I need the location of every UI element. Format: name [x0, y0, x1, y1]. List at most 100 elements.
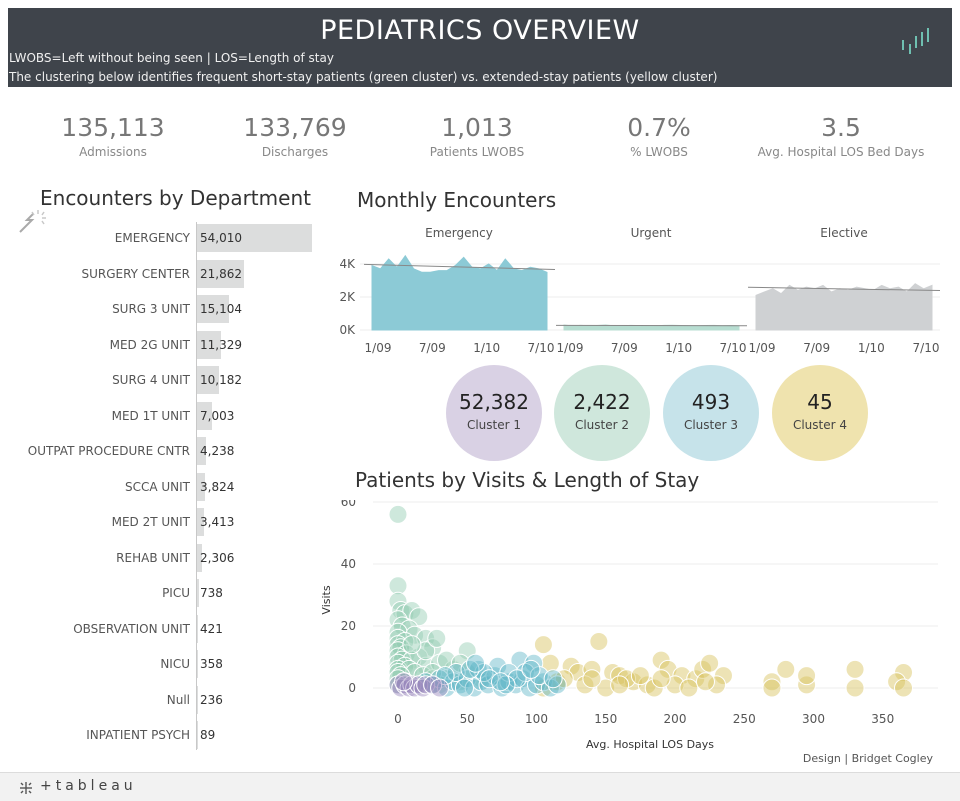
- department-value: 7,003: [200, 409, 234, 423]
- department-value: 11,329: [200, 338, 242, 352]
- scatter-y-tick: 40: [341, 557, 356, 571]
- scatter-point-cluster-4: [611, 676, 629, 694]
- scatter-point-cluster-4: [652, 670, 670, 688]
- cluster-label: Cluster 4: [772, 418, 868, 432]
- monthly-x-tick: 1/09: [749, 341, 776, 355]
- scatter-y-tick: 0: [348, 681, 356, 695]
- cluster-label: Cluster 1: [446, 418, 542, 432]
- tableau-footer: +tableau: [0, 772, 960, 801]
- kpi-card: 1,013 Patients LWOBS: [382, 113, 572, 159]
- department-label: SCCA UNIT: [0, 480, 190, 494]
- scatter-x-tick: 100: [525, 712, 548, 726]
- subtitle-definitions: LWOBS=Left without being seen | LOS=Leng…: [9, 51, 334, 65]
- cluster-circle: 493 Cluster 3: [663, 365, 759, 461]
- kpi-card: 0.7%% LWOBS: [564, 113, 754, 159]
- scatter-x-tick: 350: [871, 712, 894, 726]
- department-bar: [197, 721, 198, 749]
- monthly-area-elective: [756, 284, 932, 330]
- department-value: 738: [200, 586, 223, 600]
- kpi-label: Discharges: [200, 145, 390, 159]
- monthly-x-tick: 1/09: [557, 341, 584, 355]
- department-label: MED 2G UNIT: [0, 338, 190, 352]
- scatter-point-cluster-4: [798, 667, 816, 685]
- department-bar: [197, 579, 199, 607]
- department-value: 236: [200, 693, 223, 707]
- scatter-x-label: Avg. Hospital LOS Days: [586, 738, 714, 751]
- cluster-circle: 2,422 Cluster 2: [554, 365, 650, 461]
- department-label: SURG 4 UNIT: [0, 373, 190, 387]
- department-value: 3,413: [200, 515, 234, 529]
- monthly-y-tick: 4K: [339, 257, 356, 271]
- monthly-x-tick: 1/10: [473, 341, 500, 355]
- monthly-x-tick: 7/09: [419, 341, 446, 355]
- scatter-point-cluster-4: [846, 660, 864, 678]
- scatter-y-tick: 20: [341, 619, 356, 633]
- scatter-point-cluster-4: [534, 636, 552, 654]
- kpi-label: Patients LWOBS: [382, 145, 572, 159]
- page-title: PEDIATRICS OVERVIEW: [8, 15, 952, 46]
- scatter-x-tick: 0: [394, 712, 402, 726]
- monthly-x-tick: 7/09: [611, 341, 638, 355]
- monthly-panel-header: Emergency: [425, 226, 493, 240]
- cluster-count: 493: [663, 390, 759, 414]
- scatter-point-cluster-1: [431, 679, 449, 697]
- cluster-count: 52,382: [446, 390, 542, 414]
- scatter-point-cluster-3: [467, 654, 485, 672]
- department-value: 15,104: [200, 302, 242, 316]
- cluster-circle: 45 Cluster 4: [772, 365, 868, 461]
- cluster-count: 2,422: [554, 390, 650, 414]
- scatter-point-cluster-2: [403, 636, 421, 654]
- department-value: 421: [200, 622, 223, 636]
- monthly-x-tick: 1/09: [365, 341, 392, 355]
- cluster-label: Cluster 3: [663, 418, 759, 432]
- department-label: MED 2T UNIT: [0, 515, 190, 529]
- department-bar: [197, 615, 198, 643]
- scatter-point-cluster-4: [696, 673, 714, 691]
- scatter-point-cluster-3: [455, 679, 473, 697]
- cluster-count: 45: [772, 390, 868, 414]
- department-value: 2,306: [200, 551, 234, 565]
- scatter-point-cluster-4: [583, 670, 601, 688]
- scatter-x-tick: 50: [460, 712, 475, 726]
- department-label: EMERGENCY: [0, 231, 190, 245]
- department-label: PICU: [0, 586, 190, 600]
- scatter-point-cluster-2: [428, 629, 446, 647]
- department-label: MED 1T UNIT: [0, 409, 190, 423]
- loading-cursor-icon: [18, 206, 50, 234]
- scatter-point-cluster-3: [491, 673, 509, 691]
- monthly-x-tick: 1/10: [858, 341, 885, 355]
- department-bar: [197, 686, 198, 714]
- department-label: Null: [0, 693, 190, 707]
- department-bar: [197, 650, 198, 678]
- cluster-circle: 52,382 Cluster 1: [446, 365, 542, 461]
- department-label: INPATIENT PSYCH: [0, 728, 190, 742]
- scatter-y-label: Visits: [320, 585, 333, 614]
- design-credit: Design | Bridget Cogley: [803, 752, 933, 765]
- monthly-panel-header: Urgent: [631, 226, 672, 240]
- kpi-value: 1,013: [382, 113, 572, 142]
- scatter-point-cluster-4: [763, 679, 781, 697]
- scatter-x-tick: 300: [802, 712, 825, 726]
- scatter-x-tick: 200: [664, 712, 687, 726]
- monthly-x-tick: 7/09: [803, 341, 830, 355]
- department-value: 89: [200, 728, 215, 742]
- cluster-label: Cluster 2: [554, 418, 650, 432]
- kpi-value: 3.5: [746, 113, 936, 142]
- subtitle-clusters: The clustering below identifies frequent…: [9, 70, 717, 84]
- scatter-point-cluster-1: [395, 673, 413, 691]
- department-value: 3,824: [200, 480, 234, 494]
- scatter-y-tick: 60: [341, 500, 356, 509]
- tableau-logo-icon: [18, 780, 34, 796]
- scatter-point-cluster-3: [522, 660, 540, 678]
- scatter-title: Patients by Visits & Length of Stay: [355, 468, 699, 492]
- department-title: Encounters by Department: [40, 186, 311, 210]
- department-value: 21,862: [200, 267, 242, 281]
- kpi-label: Avg. Hospital LOS Bed Days: [746, 145, 936, 159]
- scatter-point-cluster-4: [777, 660, 795, 678]
- department-value: 10,182: [200, 373, 242, 387]
- monthly-y-tick: 0K: [339, 323, 356, 337]
- tableau-brand-text[interactable]: +tableau: [40, 778, 137, 794]
